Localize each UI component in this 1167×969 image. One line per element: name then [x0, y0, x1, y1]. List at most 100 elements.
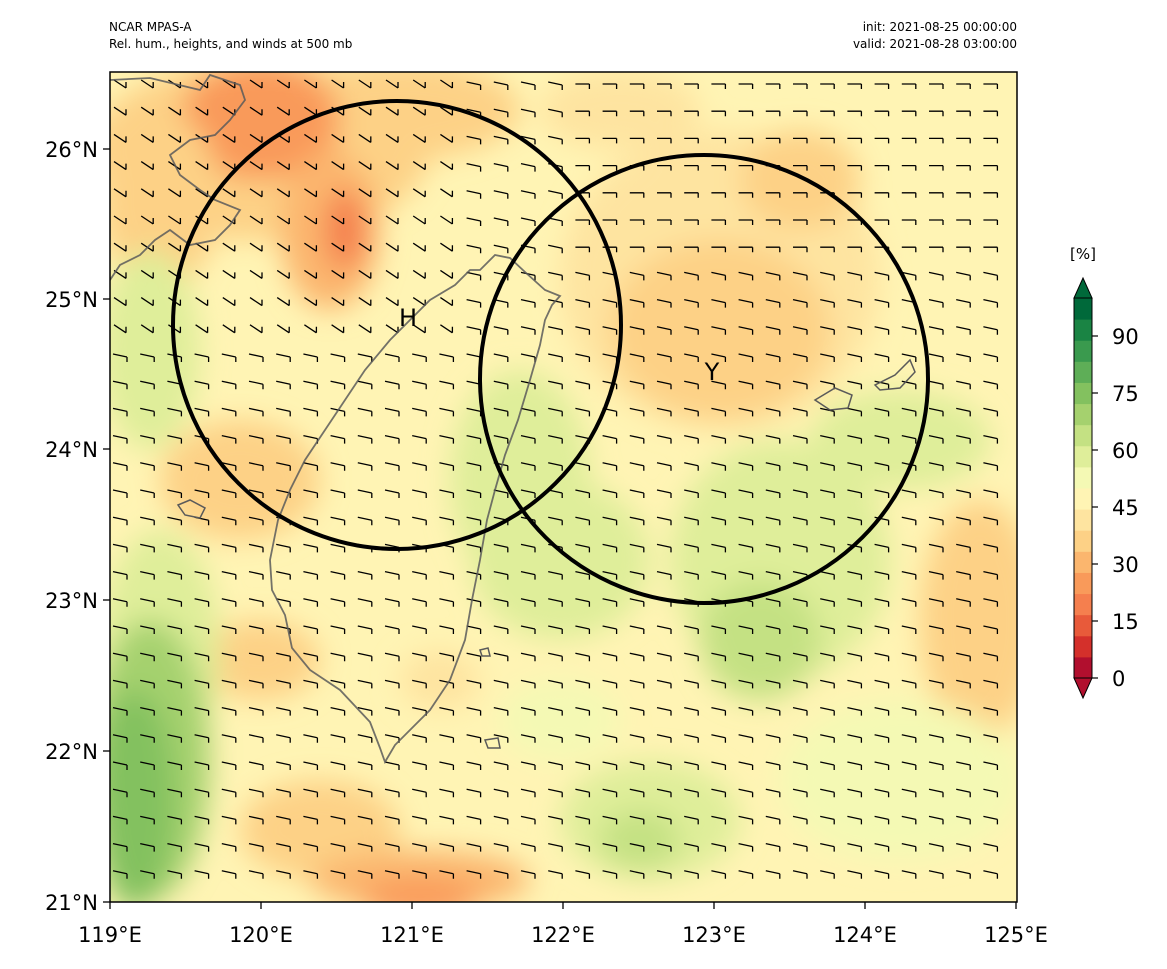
wind-barb: [221, 679, 237, 689]
wind-barb: [929, 219, 944, 225]
wind-barb: [412, 598, 427, 607]
wind-barb: [439, 353, 455, 362]
colorbar: [%] 0 15 30 45 60 75 90: [1070, 245, 1139, 700]
wind-barb: [765, 380, 781, 390]
wind-barb: [956, 164, 971, 171]
wind-barb: [629, 219, 645, 225]
wind-barb: [928, 570, 944, 580]
wind-barb: [548, 326, 563, 335]
colorbar-tick-label: 60: [1112, 439, 1139, 463]
wind-barb: [792, 625, 808, 634]
wind-barb: [711, 164, 727, 171]
wind-barb: [276, 380, 291, 390]
wind-barb: [711, 407, 727, 417]
wind-barb: [928, 734, 944, 743]
wind-barb: [493, 135, 509, 145]
wind-barb: [738, 407, 754, 417]
wind-barb: [357, 598, 373, 607]
wind-barb: [439, 598, 455, 607]
wind-barb: [956, 516, 971, 526]
wind-barb: [928, 706, 944, 716]
wind-barb: [520, 462, 536, 471]
wind-barb: [439, 679, 455, 689]
wind-barb: [928, 353, 944, 362]
wind-barb: [466, 489, 482, 498]
wind-barb: [602, 326, 618, 335]
wind-barb: [711, 734, 727, 743]
wind-barb: [222, 269, 236, 279]
wind-barb: [928, 271, 944, 281]
wind-barb: [711, 434, 727, 444]
wind-barb: [792, 326, 808, 335]
wind-barb: [629, 192, 645, 198]
wind-barb: [412, 353, 427, 362]
wind-barb: [140, 79, 154, 89]
wind-barb: [466, 652, 482, 662]
wind-barb: [820, 164, 835, 171]
wind-barb: [901, 83, 917, 89]
wind-barb: [384, 625, 400, 634]
wind-barb: [874, 543, 890, 553]
wind-barb: [684, 543, 699, 553]
wind-barb: [765, 137, 781, 144]
wind-barb: [602, 192, 618, 198]
wind-barb: [901, 489, 917, 498]
wind-barb: [738, 219, 754, 225]
wind-barb: [140, 652, 155, 662]
wind-barb: [113, 242, 127, 252]
wind-barb: [440, 242, 454, 252]
wind-barb: [956, 761, 971, 770]
wind-barb: [520, 298, 536, 308]
wind-barb: [493, 815, 509, 825]
y-tick-label: 24°N: [45, 438, 98, 462]
wind-barb: [874, 407, 890, 417]
wind-barb: [901, 516, 917, 526]
wind-barb: [385, 106, 399, 116]
wind-barb: [140, 215, 154, 225]
wind-barb: [684, 353, 699, 362]
wind-barb: [928, 625, 944, 634]
wind-barb: [901, 679, 917, 689]
wind-barb: [847, 137, 863, 144]
wind-barb: [167, 489, 183, 498]
wind-barb: [711, 516, 727, 526]
wind-barb: [112, 734, 128, 743]
wind-barb: [711, 192, 727, 198]
wind-barb: [956, 219, 971, 225]
wind-barb: [440, 133, 454, 143]
wind-barb: [384, 598, 400, 607]
wind-barb: [738, 761, 754, 770]
wind-barb: [520, 190, 536, 199]
wind-barb: [466, 516, 482, 526]
wind-barb: [303, 598, 319, 607]
wind-barb: [357, 570, 373, 580]
wind-barb: [847, 271, 863, 281]
wind-barb: [956, 192, 971, 198]
wind-barb: [847, 462, 863, 471]
wind-barb: [738, 246, 754, 253]
wind-barb: [874, 842, 890, 852]
wind-barb: [575, 625, 591, 634]
wind-barb: [847, 652, 863, 662]
wind-barb: [711, 815, 727, 825]
wind-barb: [874, 326, 890, 335]
wind-barb: [956, 570, 971, 580]
wind-barb: [194, 815, 210, 825]
wind-barb: [575, 842, 591, 852]
wind-barb: [493, 353, 509, 362]
wind-barb: [765, 652, 781, 662]
wind-barb: [466, 81, 482, 90]
wind-barb: [792, 434, 808, 444]
wind-barb: [167, 788, 183, 798]
wind-barb: [304, 161, 318, 171]
wind-barb: [412, 652, 427, 662]
wind-barb: [303, 407, 319, 417]
wind-barb: [793, 137, 808, 144]
wind-barb: [684, 137, 699, 144]
wind-barb: [575, 83, 591, 89]
wind-barb: [602, 543, 618, 553]
wind-barb: [820, 815, 835, 825]
wind-barb: [874, 625, 890, 634]
wind-barb: [629, 625, 645, 634]
valid-time: valid: 2021-08-28 03:00:00: [852, 37, 1017, 51]
